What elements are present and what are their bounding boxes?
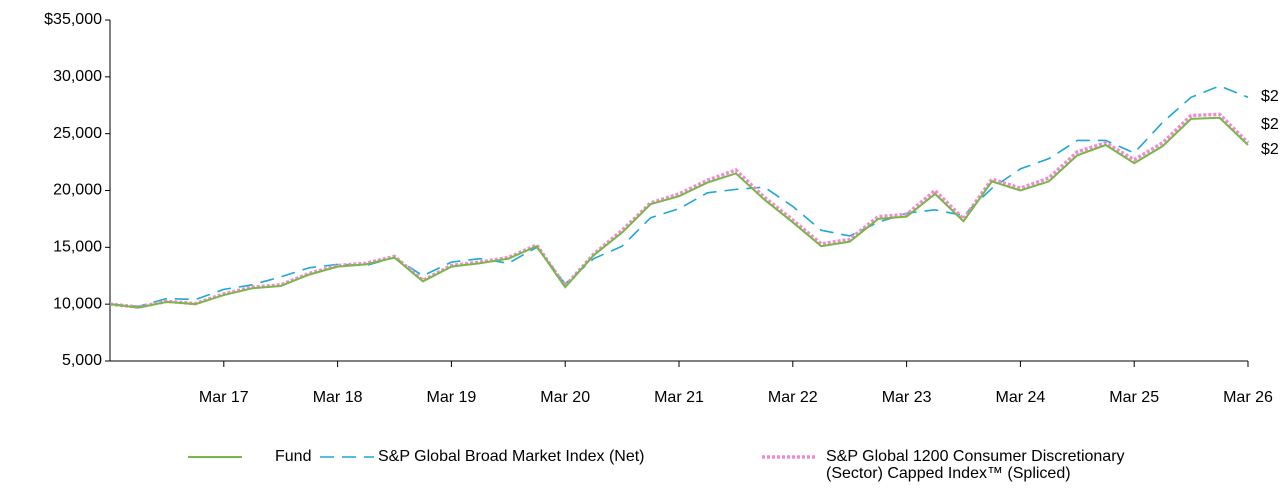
x-tick-label: Mar 23 bbox=[882, 389, 932, 406]
legend-label: Fund bbox=[275, 448, 311, 465]
series-line bbox=[109, 116, 1249, 309]
legend-label: S&P Global Broad Market Index (Net) bbox=[378, 448, 645, 465]
legend-label: (Sector) Capped Index™ (Spliced) bbox=[826, 465, 1071, 482]
y-tick-label: 15,000 bbox=[53, 239, 102, 256]
x-tick-label: Mar 21 bbox=[654, 389, 704, 406]
legend-label: S&P Global 1200 Consumer Discretionary bbox=[826, 448, 1125, 465]
end-label: $2 bbox=[1261, 116, 1279, 133]
x-tick-label: Mar 25 bbox=[1109, 389, 1159, 406]
x-tick-label: Mar 20 bbox=[540, 389, 590, 406]
x-tick-label: Mar 22 bbox=[768, 389, 818, 406]
y-tick-label: 20,000 bbox=[53, 182, 102, 199]
x-tick-label: Mar 17 bbox=[199, 389, 249, 406]
y-tick-label: 10,000 bbox=[53, 295, 102, 312]
y-tick-label: 25,000 bbox=[53, 125, 102, 142]
y-tick-label: 5,000 bbox=[62, 352, 102, 369]
y-tick-label: 30,000 bbox=[53, 68, 102, 85]
x-tick-label: Mar 24 bbox=[996, 389, 1046, 406]
y-tick-label: $35,000 bbox=[44, 11, 102, 28]
end-label: $2 bbox=[1261, 141, 1279, 158]
x-tick-label: Mar 19 bbox=[427, 389, 477, 406]
series-line bbox=[109, 112, 1250, 309]
x-tick-label: Mar 18 bbox=[313, 389, 363, 406]
x-tick-label: Mar 26 bbox=[1223, 389, 1273, 406]
series-line bbox=[109, 85, 1249, 308]
end-label: $2 bbox=[1261, 88, 1279, 105]
